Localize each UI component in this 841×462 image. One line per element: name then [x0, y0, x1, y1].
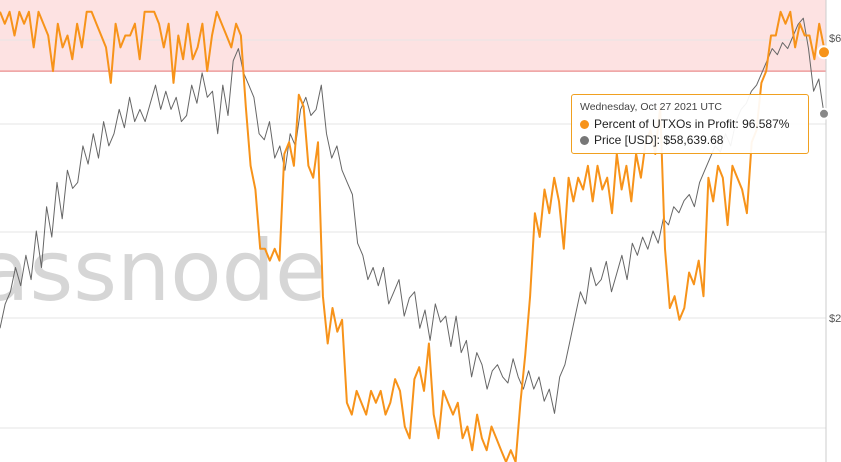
tooltip-date: Wednesday, Oct 27 2021 UTC	[580, 101, 723, 113]
tooltip-row-utxo: Percent of UTXOs in Profit: 96.587%	[580, 116, 800, 132]
tooltip-price-value: $58,639.68	[663, 133, 724, 147]
right-axis-label-bottom: $2	[829, 313, 841, 325]
utxo-hover-marker	[817, 45, 831, 60]
tooltip-price-label: Price [USD]:	[594, 133, 661, 147]
right-axis-label-top: $6	[829, 33, 841, 45]
utxo-profit-line	[0, 10, 825, 462]
orange-dot-icon	[580, 120, 589, 129]
hover-tooltip: Wednesday, Oct 27 2021 UTC Percent of UT…	[571, 94, 809, 154]
gray-dot-icon	[580, 136, 589, 145]
watermark: assnode	[0, 222, 327, 320]
tooltip-utxo-value: 96.587%	[742, 117, 790, 131]
tooltip-row-price: Price [USD]: $58,639.68	[580, 132, 800, 148]
price-line	[0, 17, 825, 414]
tooltip-utxo-label: Percent of UTXOs in Profit:	[594, 117, 739, 131]
profit-zone	[0, 0, 826, 72]
price-hover-marker	[818, 107, 830, 120]
